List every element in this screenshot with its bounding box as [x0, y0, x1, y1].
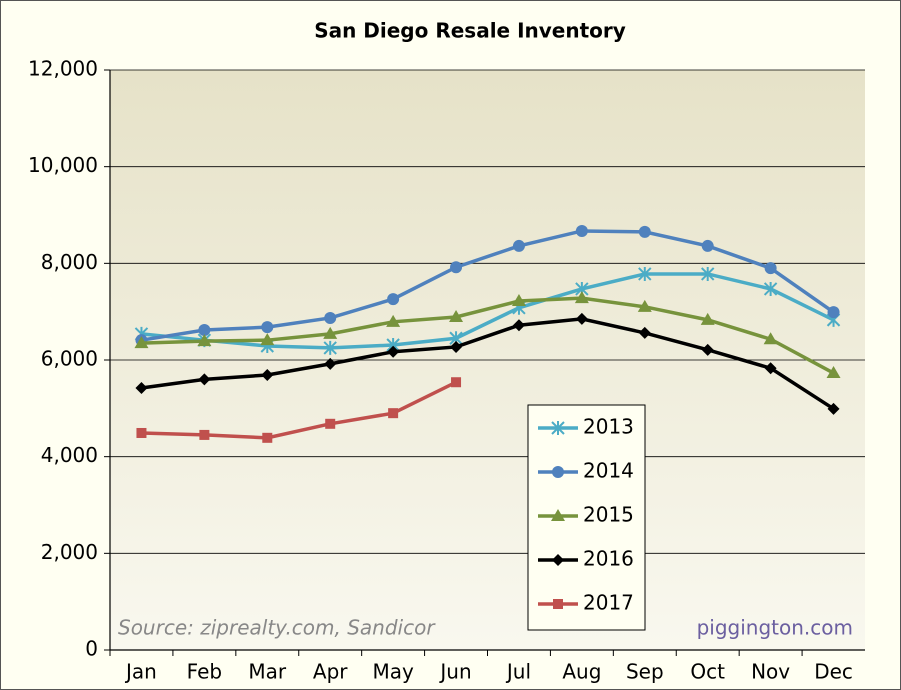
- series-line: [141, 229, 835, 342]
- marker: [198, 373, 211, 386]
- y-tick-label: 8,000: [41, 250, 98, 274]
- marker: [387, 345, 400, 358]
- legend-label: 2017: [583, 591, 634, 615]
- x-tick-label: Sep: [626, 660, 664, 684]
- x-tick-label: Jul: [505, 660, 531, 684]
- marker: [763, 332, 778, 345]
- marker: [134, 336, 149, 349]
- marker: [638, 225, 651, 238]
- y-tick-label: 6,000: [41, 347, 98, 371]
- marker: [701, 239, 714, 252]
- marker: [700, 312, 715, 325]
- marker: [552, 554, 564, 566]
- marker: [764, 362, 777, 375]
- y-tick-label: 4,000: [41, 443, 98, 467]
- marker: [764, 262, 777, 275]
- series-line: [141, 272, 835, 350]
- marker: [638, 326, 651, 339]
- y-tick-label: 0: [85, 637, 98, 661]
- marker: [197, 334, 212, 347]
- marker: [261, 321, 274, 334]
- x-tick-label: Dec: [814, 660, 853, 684]
- x-tick-label: Mar: [248, 660, 287, 684]
- marker: [450, 340, 463, 353]
- source-note: Source: ziprealty.com, Sandicor: [118, 616, 436, 640]
- marker: [701, 266, 715, 281]
- marker: [262, 432, 273, 443]
- series-line: [141, 317, 835, 411]
- legend-label: 2015: [583, 503, 634, 527]
- chart-title: San Diego Resale Inventory: [314, 19, 626, 43]
- marker: [701, 343, 714, 356]
- legend-label: 2014: [583, 459, 634, 483]
- marker: [553, 599, 563, 609]
- marker: [260, 333, 275, 346]
- credit-note: piggington.com: [697, 616, 853, 640]
- marker: [261, 368, 274, 381]
- marker: [325, 418, 336, 429]
- x-tick-label: May: [372, 660, 414, 684]
- marker: [763, 281, 778, 296]
- marker: [451, 377, 462, 388]
- marker: [638, 266, 652, 281]
- marker: [450, 261, 463, 274]
- marker: [511, 294, 526, 307]
- marker: [637, 299, 652, 312]
- y-tick-label: 12,000: [28, 57, 98, 81]
- marker: [136, 427, 147, 438]
- legend-label: 2013: [583, 415, 634, 439]
- x-tick-label: Apr: [313, 660, 348, 684]
- marker: [198, 324, 211, 337]
- marker: [827, 402, 840, 415]
- marker: [449, 309, 464, 322]
- marker: [575, 224, 588, 237]
- marker: [512, 319, 525, 332]
- marker: [512, 239, 525, 252]
- marker: [388, 408, 399, 419]
- marker: [323, 340, 337, 355]
- marker: [827, 306, 840, 319]
- marker: [386, 314, 401, 327]
- x-tick-label: Aug: [562, 660, 601, 684]
- marker: [135, 382, 148, 395]
- series-line: [141, 296, 835, 375]
- x-tick-label: Feb: [187, 660, 222, 684]
- x-tick-label: Oct: [690, 660, 725, 684]
- series-line: [141, 380, 457, 440]
- y-tick-label: 2,000: [41, 540, 98, 564]
- y-tick-label: 10,000: [28, 153, 98, 177]
- legend-label: 2016: [583, 547, 634, 571]
- marker: [826, 366, 841, 379]
- marker: [323, 326, 338, 339]
- marker: [574, 291, 589, 304]
- marker: [552, 466, 564, 478]
- marker: [551, 509, 565, 521]
- marker: [324, 311, 337, 324]
- marker: [199, 429, 210, 440]
- marker: [575, 312, 588, 325]
- x-tick-label: Jan: [124, 660, 157, 684]
- marker: [551, 421, 565, 435]
- x-tick-label: Nov: [751, 660, 790, 684]
- marker: [324, 357, 337, 370]
- marker: [387, 293, 400, 306]
- x-tick-label: Jun: [438, 660, 471, 684]
